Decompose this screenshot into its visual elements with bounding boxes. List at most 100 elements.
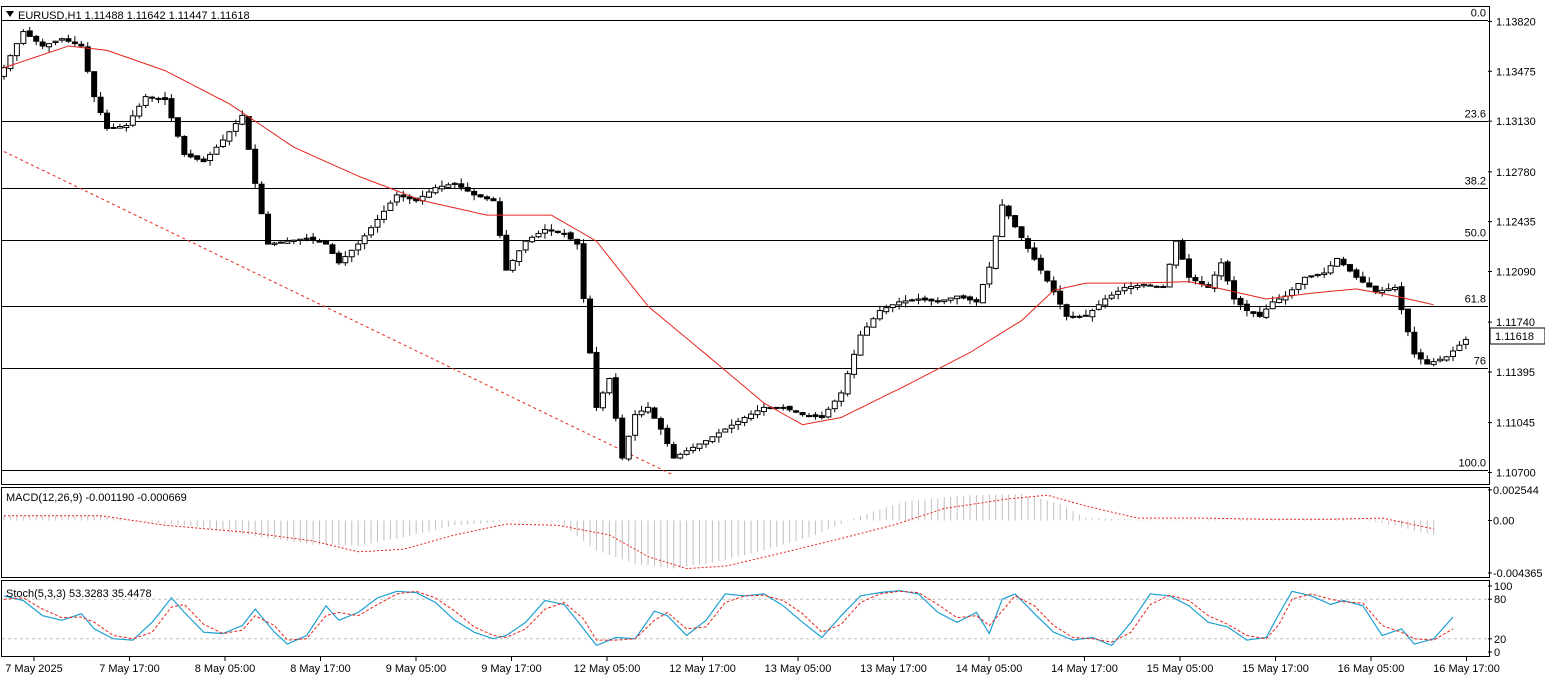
fib-level-label: 61.8 bbox=[1465, 294, 1486, 306]
candle-body bbox=[619, 417, 626, 459]
price-panel-frame[interactable] bbox=[1, 6, 1490, 485]
candle-body bbox=[612, 377, 619, 419]
symbol-info-label: EURUSD,H1 1.11488 1.11642 1.11447 1.1161… bbox=[18, 10, 250, 22]
candle-body bbox=[374, 218, 381, 228]
stoch-axis-label: 80 bbox=[1494, 594, 1506, 606]
time-axis-label: 16 May 17:00 bbox=[1433, 663, 1500, 675]
candle-body bbox=[915, 298, 922, 301]
candle-body bbox=[1372, 285, 1379, 293]
candle-body bbox=[297, 238, 304, 241]
candle-body bbox=[290, 239, 297, 242]
price-axis-label: 1.13130 bbox=[1496, 116, 1536, 128]
candle-body bbox=[451, 182, 458, 185]
candle-body bbox=[71, 41, 78, 45]
stoch-panel-frame[interactable] bbox=[1, 580, 1490, 657]
candle-body bbox=[471, 190, 478, 196]
candle-body bbox=[1128, 285, 1134, 290]
candle-body bbox=[535, 232, 542, 238]
time-axis-label: 8 May 05:00 bbox=[195, 663, 256, 675]
candle-body bbox=[554, 230, 561, 233]
candle-body bbox=[928, 298, 935, 302]
candle-body bbox=[1456, 344, 1463, 351]
candle-body bbox=[677, 453, 684, 459]
candle-body bbox=[252, 148, 259, 184]
candle-body bbox=[702, 440, 709, 445]
candle-body bbox=[1076, 315, 1083, 318]
candle-body bbox=[496, 201, 503, 236]
macd-panel-frame[interactable] bbox=[1, 487, 1490, 578]
candle-body bbox=[329, 244, 336, 254]
candle-body bbox=[458, 183, 465, 188]
candle-body bbox=[1173, 240, 1180, 266]
candle-body bbox=[1121, 286, 1128, 292]
candle-body bbox=[954, 295, 961, 300]
candle-body bbox=[1218, 262, 1225, 277]
candle-body bbox=[1424, 359, 1431, 365]
candle-body bbox=[1140, 284, 1147, 287]
candle-body bbox=[1308, 275, 1315, 278]
macd-axis-label: 0.00 bbox=[1493, 515, 1514, 527]
candle-body bbox=[245, 116, 252, 150]
candle-body bbox=[368, 227, 375, 236]
triangle-down-icon[interactable] bbox=[6, 11, 14, 17]
candle-body bbox=[97, 96, 104, 114]
macd-plot bbox=[3, 494, 1435, 570]
time-axis-label: 9 May 17:00 bbox=[481, 663, 542, 675]
candle-body bbox=[1166, 263, 1173, 288]
price-axis-label: 1.10700 bbox=[1496, 467, 1536, 479]
candle-body bbox=[1095, 304, 1102, 310]
time-axis-label: 7 May 2025 bbox=[5, 663, 62, 675]
candle-body bbox=[1340, 258, 1347, 266]
candle-body bbox=[1024, 238, 1031, 249]
fib-level-label: 23.6 bbox=[1465, 109, 1486, 121]
candle-body bbox=[1379, 289, 1386, 294]
candle-body bbox=[541, 229, 548, 234]
price-plot: 0.0 23.6 38.2 50.0 61.8 76 100.0 bbox=[1, 8, 1488, 476]
candle-body bbox=[780, 406, 787, 409]
candle-body bbox=[1031, 247, 1038, 260]
candle-body bbox=[664, 427, 671, 445]
price-axis-label: 1.11740 bbox=[1496, 317, 1535, 329]
stoch-axis-label: 100 bbox=[1494, 581, 1512, 593]
candle-body bbox=[1237, 297, 1244, 306]
candle-body bbox=[851, 353, 858, 375]
candle-body bbox=[979, 284, 986, 304]
fib-level-label: 38.2 bbox=[1465, 176, 1486, 188]
candle-body bbox=[1108, 294, 1115, 299]
candle-body bbox=[123, 125, 130, 129]
candle-body bbox=[445, 184, 452, 188]
candle-body bbox=[1385, 288, 1392, 291]
candle-body bbox=[239, 114, 246, 125]
fib-level-label: 76 bbox=[1474, 356, 1486, 368]
candle-body bbox=[909, 299, 916, 302]
candle-body bbox=[232, 123, 239, 132]
candle-body bbox=[361, 235, 368, 245]
candle-body bbox=[870, 318, 877, 328]
candle-body bbox=[1314, 273, 1321, 277]
price-axis-label: 1.13475 bbox=[1496, 66, 1536, 78]
candle-body bbox=[1, 67, 7, 77]
candle-body bbox=[1134, 284, 1141, 288]
candle-body bbox=[960, 295, 967, 299]
candle-body bbox=[574, 238, 581, 245]
candle-body bbox=[606, 377, 613, 394]
candle-body bbox=[1450, 350, 1456, 357]
candle-body bbox=[91, 71, 98, 98]
trendline bbox=[3, 151, 674, 476]
candle-body bbox=[1005, 205, 1012, 217]
candle-body bbox=[219, 139, 226, 148]
candle-body bbox=[39, 41, 46, 47]
candle-body bbox=[786, 405, 793, 411]
time-axis-label: 13 May 17:00 bbox=[860, 663, 927, 675]
candle-body bbox=[735, 420, 742, 426]
candle-body bbox=[84, 46, 91, 72]
candle-body bbox=[477, 194, 484, 198]
time-axis-label: 15 May 17:00 bbox=[1242, 663, 1309, 675]
candle-body bbox=[323, 240, 329, 245]
candle-body bbox=[213, 146, 220, 155]
candle-body bbox=[1089, 310, 1096, 318]
candle-body bbox=[335, 252, 342, 264]
stoch-plot bbox=[2, 589, 1488, 647]
price-axis-label: 1.13820 bbox=[1496, 16, 1536, 28]
